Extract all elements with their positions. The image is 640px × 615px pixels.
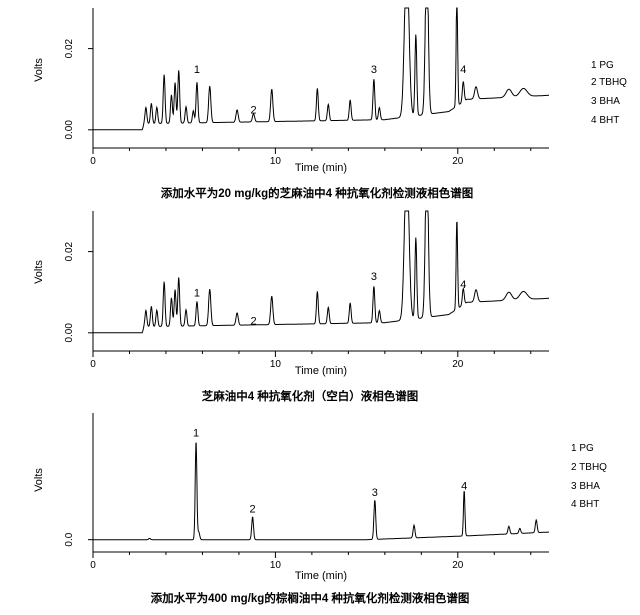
panel-1-caption: 添加水平为20 mg/kg的芝麻油中4 种抗氧化剂检测液相色谱图 bbox=[161, 186, 473, 200]
panel-1-trace bbox=[93, 7, 549, 131]
peak-label: 4 bbox=[460, 279, 466, 291]
peak-label: 3 bbox=[371, 64, 377, 76]
peak-label: 1 bbox=[194, 64, 200, 76]
legend-item: 3 BHA bbox=[571, 481, 600, 492]
x-tick-label: 10 bbox=[270, 359, 282, 370]
x-tick-label: 20 bbox=[452, 359, 464, 370]
panel-2-axes: 0 10 20 0.00 0.02 bbox=[64, 211, 549, 370]
legend-item: 2 TBHQ bbox=[571, 462, 607, 473]
panel-2-x-axis-label: Time (min) bbox=[295, 365, 347, 377]
legend-item: 1 PG bbox=[591, 60, 614, 71]
panel-3-legend: 1 PG 2 TBHQ 3 BHA 4 BHT bbox=[571, 443, 607, 510]
legend-item: 2 TBHQ bbox=[591, 77, 627, 88]
panel-3-caption: 添加水平为400 mg/kg的棕榈油中4 种抗氧化剂检测液相色谱图 bbox=[151, 591, 470, 605]
chart-panel-1: 0 10 20 0.00 0.02 1 2 3 4 Volts Time (min) 1 PG… bbox=[33, 7, 627, 200]
x-tick-label: 0 bbox=[90, 359, 96, 370]
x-tick-label: 20 bbox=[452, 560, 464, 571]
panel-3-y-axis-label: Volts bbox=[33, 468, 45, 492]
panel-3-trace bbox=[93, 442, 549, 541]
panel-3-peak-labels: 1 2 3 4 bbox=[193, 427, 467, 515]
panel-2-caption: 芝麻油中4 种抗氧化剂（空白）液相色谱图 bbox=[202, 389, 419, 403]
panel-2-trace bbox=[93, 210, 549, 334]
chart-panel-2: 0 10 20 0.00 0.02 1 2 3 4 Volts Time (min) 芝麻油中… bbox=[33, 210, 549, 403]
panel-3-axes: 0 10 20 0.0 bbox=[64, 413, 549, 571]
peak-label: 1 bbox=[193, 427, 199, 439]
panel-1-peak-labels: 1 2 3 4 bbox=[194, 64, 466, 117]
legend-item: 1 PG bbox=[571, 443, 594, 454]
y-tick-label: 0.00 bbox=[64, 323, 75, 343]
panel-2-y-axis-label: Volts bbox=[33, 260, 45, 284]
legend-item: 4 BHT bbox=[571, 499, 599, 510]
panel-1-axes: 0 10 20 0.00 0.02 bbox=[64, 8, 549, 167]
legend-item: 4 BHT bbox=[591, 115, 619, 126]
y-tick-label: 0.02 bbox=[64, 241, 75, 261]
panel-1-legend: 1 PG 2 TBHQ 3 BHA 4 BHT bbox=[591, 60, 627, 126]
legend-item: 3 BHA bbox=[591, 96, 620, 107]
y-tick-label: 0.0 bbox=[64, 532, 75, 546]
peak-label: 4 bbox=[460, 64, 466, 76]
peak-label: 3 bbox=[371, 271, 377, 283]
y-tick-label: 0.00 bbox=[64, 120, 75, 140]
x-tick-label: 10 bbox=[270, 156, 282, 167]
panel-1-y-axis-label: Volts bbox=[33, 58, 45, 82]
peak-label: 2 bbox=[250, 503, 256, 515]
peak-label: 1 bbox=[194, 287, 200, 299]
peak-label: 2 bbox=[250, 316, 256, 328]
panel-3-x-axis-label: Time (min) bbox=[295, 570, 347, 582]
panel-1-x-axis-label: Time (min) bbox=[295, 162, 347, 174]
x-tick-label: 20 bbox=[452, 156, 464, 167]
y-tick-label: 0.02 bbox=[64, 38, 75, 58]
peak-label: 4 bbox=[461, 481, 467, 493]
chart-panel-3: 0 10 20 0.0 1 2 3 4 Volts Time (min) 1 PG 2 TB… bbox=[33, 413, 607, 605]
x-tick-label: 0 bbox=[90, 156, 96, 167]
x-tick-label: 10 bbox=[270, 560, 282, 571]
x-tick-label: 0 bbox=[90, 560, 96, 571]
panel-2-peak-labels: 1 2 3 4 bbox=[194, 271, 466, 328]
peak-label: 2 bbox=[250, 105, 256, 117]
peak-label: 3 bbox=[372, 487, 378, 499]
